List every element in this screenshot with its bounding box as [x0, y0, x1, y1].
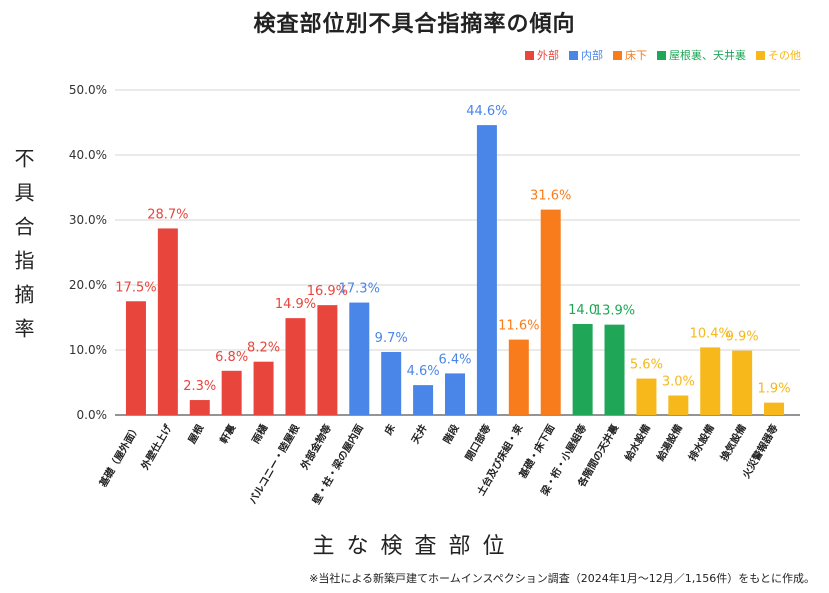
- bar: [508, 339, 529, 415]
- legend-label: 屋根裏、天井裏: [669, 49, 746, 62]
- data-label: 3.0%: [662, 375, 695, 390]
- legend-item-attic: 屋根裏、天井裏: [657, 47, 746, 63]
- bar: [125, 301, 146, 415]
- y-tick-label: 40.0%: [69, 148, 107, 162]
- data-label: 4.6%: [407, 364, 440, 379]
- data-label: 13.9%: [594, 304, 635, 319]
- data-label: 28.7%: [147, 207, 188, 222]
- legend-item-underfloor: 床下: [613, 47, 647, 63]
- x-tick-label: 外部金物等: [297, 422, 334, 473]
- legend-label: その他: [768, 49, 801, 62]
- bar: [540, 209, 561, 415]
- bar: [221, 370, 242, 415]
- data-label: 5.6%: [630, 358, 663, 373]
- legend-swatch: [613, 50, 622, 60]
- bar: [668, 395, 689, 415]
- x-tick-label: 給水設備: [622, 422, 653, 463]
- data-label: 6.8%: [215, 350, 248, 365]
- y-tick-label: 0.0%: [77, 408, 108, 422]
- data-label: 31.6%: [530, 189, 571, 204]
- bar: [732, 350, 753, 415]
- y-tick-label: 30.0%: [69, 213, 107, 227]
- x-tick-label: 換気設備: [717, 422, 748, 463]
- x-tick-label: 外壁仕上げ: [138, 421, 175, 473]
- bar: [189, 400, 210, 415]
- legend-swatch: [525, 50, 534, 60]
- x-tick-label: 階段: [440, 422, 461, 446]
- y-tick-label: 20.0%: [69, 278, 107, 292]
- legend-swatch: [657, 50, 666, 60]
- bar: [445, 373, 465, 415]
- legend-item-exterior: 外部: [525, 47, 559, 63]
- bar: [572, 324, 593, 415]
- bar: [349, 302, 370, 415]
- data-label: 10.4%: [690, 326, 731, 341]
- bar: [476, 125, 497, 415]
- x-tick-label: 排水設備: [686, 422, 717, 463]
- x-tick-label: 雨樋: [249, 422, 270, 446]
- data-label: 6.4%: [438, 352, 471, 367]
- legend-label: 外部: [537, 49, 559, 62]
- data-label: 16.9%: [307, 284, 348, 299]
- bar: [317, 305, 338, 415]
- data-label: 44.6%: [466, 104, 507, 119]
- data-label: 9.9%: [726, 330, 759, 345]
- x-tick-label: 屋根: [185, 422, 206, 446]
- bar: [253, 361, 274, 415]
- chart-title: 検査部位別不具合指摘率の傾向: [253, 12, 576, 37]
- y-tick-label: 50.0%: [69, 83, 107, 97]
- y-tick-label: 10.0%: [69, 343, 107, 357]
- legend-swatch: [569, 50, 578, 60]
- data-label: 9.7%: [375, 331, 408, 346]
- bar: [157, 228, 178, 415]
- x-tick-label: 床: [382, 421, 399, 437]
- data-label: 17.3%: [339, 282, 380, 297]
- chart-legend: 外部 内部 床下 屋根裏、天井裏 その他: [525, 47, 801, 63]
- x-tick-label: 給湯設備: [654, 422, 685, 463]
- bar: [604, 324, 625, 415]
- data-label: 2.3%: [183, 379, 216, 394]
- legend-swatch: [756, 50, 765, 60]
- bar: [764, 402, 785, 415]
- x-tick-label: 開口部等: [462, 422, 493, 463]
- data-label: 17.5%: [115, 280, 156, 295]
- bar: [413, 385, 434, 415]
- x-axis-title: 主な検査部位: [312, 534, 517, 559]
- bar: [700, 347, 721, 415]
- x-tick-label: 軒裏: [217, 421, 239, 446]
- data-label: 1.9%: [758, 382, 791, 397]
- bar: [636, 378, 657, 415]
- data-label: 8.2%: [247, 341, 280, 356]
- bar: [381, 351, 402, 415]
- data-label: 14.0: [568, 303, 597, 318]
- x-tick-label: 基礎（屋外面）: [96, 422, 143, 490]
- legend-label: 内部: [581, 49, 603, 62]
- footnote: ※当社による新築戸建てホームインスペクション調査（2024年1月〜12月／1,1…: [309, 572, 815, 585]
- bar: [285, 318, 306, 415]
- data-label: 14.9%: [275, 297, 316, 312]
- y-axis-title: 不具合指摘率: [11, 148, 35, 352]
- data-label: 11.6%: [498, 319, 539, 334]
- legend-item-other: その他: [756, 47, 801, 63]
- legend-label: 床下: [625, 49, 647, 62]
- legend-item-interior: 内部: [569, 47, 603, 63]
- x-tick-label: 天井: [408, 422, 429, 446]
